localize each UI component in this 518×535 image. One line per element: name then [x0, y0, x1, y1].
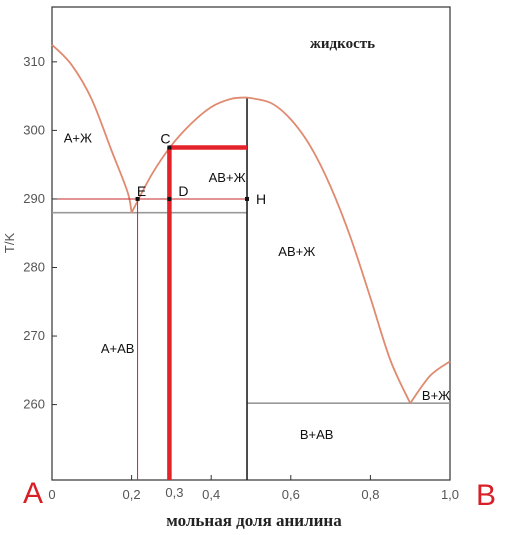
y-tick-label: 300	[23, 122, 45, 137]
point-markers	[135, 145, 250, 201]
y-tick-label: 310	[23, 54, 45, 69]
point-marker	[167, 196, 172, 201]
x-tick-label: 0	[48, 487, 55, 502]
liquidus-curve-1	[51, 44, 133, 213]
y-tick-label: 290	[23, 191, 45, 206]
x-tick-label: 0,8	[361, 487, 379, 502]
liquidus-curve-2	[130, 96, 248, 214]
region-label: А+Ж	[64, 131, 92, 146]
region-label: АВ+Ж	[278, 244, 315, 259]
point-label: C	[160, 131, 170, 147]
x-axis-label: мольная доля анилина	[166, 511, 342, 530]
y-tick-label: 280	[23, 259, 45, 274]
corner-label-a: A	[23, 477, 43, 510]
highlight-lines	[167, 145, 248, 480]
eutectic-lines	[52, 97, 450, 480]
liquidus-curve-3	[246, 96, 412, 404]
y-ticks: 260 270 280 290 300 310	[23, 54, 57, 412]
region-label: А+АВ	[101, 341, 135, 356]
point-marker	[245, 196, 250, 201]
point-marker	[135, 196, 140, 201]
point-marker	[167, 145, 172, 150]
corner-label-b: B	[476, 479, 496, 512]
point-label: H	[256, 191, 266, 207]
y-tick-label: 260	[23, 397, 45, 412]
point-label: E	[137, 183, 146, 199]
y-axis-label: T/K	[2, 233, 17, 254]
point-labels: C E D H	[137, 131, 266, 207]
x-tick-label: 0,2	[123, 487, 141, 502]
liquidus-curves	[51, 44, 451, 404]
guide-lines	[52, 198, 248, 480]
y-tick-label: 270	[23, 328, 45, 343]
x-tick-label: 0,6	[282, 487, 300, 502]
x-tick-label: 0,4	[202, 487, 220, 502]
liquidus-curve-4	[409, 360, 451, 404]
point-label: D	[178, 183, 188, 199]
region-label: В+Ж	[422, 388, 450, 403]
x-ticks: 0 0,2 0,4 0,6 0,8 1,0 0,3	[48, 475, 459, 502]
region-label: жидкость	[310, 36, 375, 52]
region-label: В+АВ	[300, 427, 334, 442]
plot-frame	[51, 6, 451, 481]
x-tick-label-extra: 0,3	[165, 485, 183, 500]
x-tick-label: 1,0	[441, 487, 459, 502]
region-labels: жидкость А+Ж АВ+Ж АВ+Ж А+АВ В+АВ В+Ж	[64, 36, 450, 442]
region-label: АВ+Ж	[209, 170, 246, 185]
